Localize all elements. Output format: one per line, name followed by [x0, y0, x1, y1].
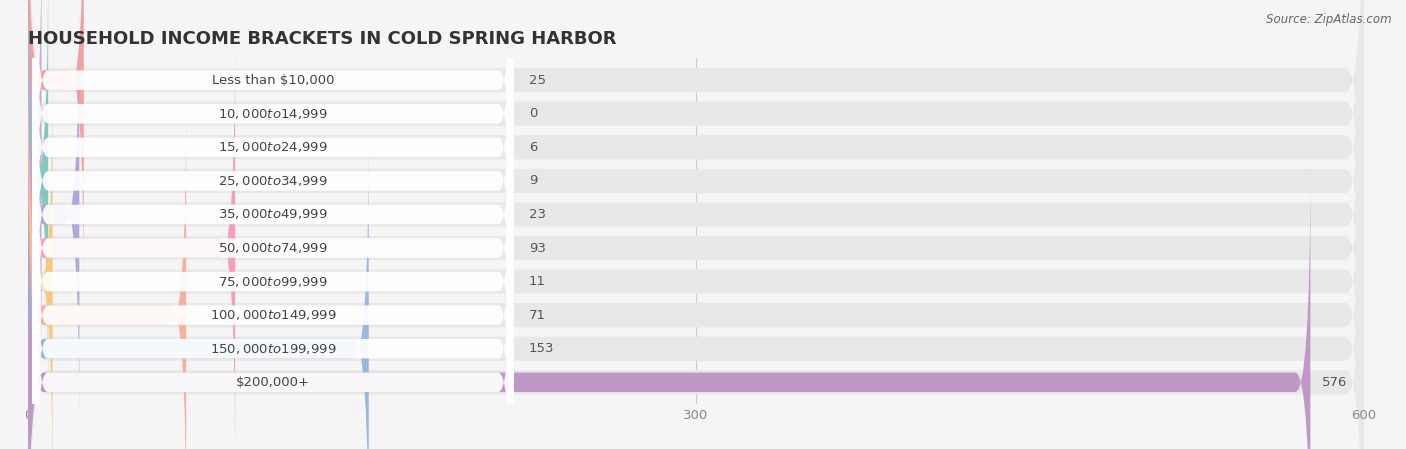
FancyBboxPatch shape: [28, 0, 1364, 449]
Text: $150,000 to $199,999: $150,000 to $199,999: [209, 342, 336, 356]
FancyBboxPatch shape: [32, 130, 513, 449]
Text: $200,000+: $200,000+: [236, 376, 309, 389]
Text: $50,000 to $74,999: $50,000 to $74,999: [218, 241, 328, 255]
Text: $25,000 to $34,999: $25,000 to $34,999: [218, 174, 328, 188]
Text: 6: 6: [529, 141, 537, 154]
Text: Less than $10,000: Less than $10,000: [212, 74, 335, 87]
Text: $75,000 to $99,999: $75,000 to $99,999: [218, 275, 328, 289]
Text: $10,000 to $14,999: $10,000 to $14,999: [218, 107, 328, 121]
FancyBboxPatch shape: [32, 0, 513, 332]
FancyBboxPatch shape: [28, 0, 84, 299]
FancyBboxPatch shape: [32, 0, 513, 299]
FancyBboxPatch shape: [28, 63, 52, 449]
Text: 576: 576: [1322, 376, 1347, 389]
FancyBboxPatch shape: [28, 0, 1364, 370]
Text: $15,000 to $24,999: $15,000 to $24,999: [218, 141, 328, 154]
Text: 153: 153: [529, 342, 554, 355]
FancyBboxPatch shape: [28, 0, 1364, 404]
Text: 11: 11: [529, 275, 546, 288]
Text: HOUSEHOLD INCOME BRACKETS IN COLD SPRING HARBOR: HOUSEHOLD INCOME BRACKETS IN COLD SPRING…: [28, 31, 617, 48]
FancyBboxPatch shape: [28, 30, 235, 449]
FancyBboxPatch shape: [32, 30, 513, 449]
FancyBboxPatch shape: [32, 0, 513, 366]
Text: 9: 9: [529, 174, 537, 187]
FancyBboxPatch shape: [32, 0, 513, 400]
FancyBboxPatch shape: [27, 0, 44, 366]
FancyBboxPatch shape: [28, 92, 1364, 449]
FancyBboxPatch shape: [32, 0, 513, 433]
Text: $100,000 to $149,999: $100,000 to $149,999: [209, 308, 336, 322]
Text: 0: 0: [529, 107, 537, 120]
FancyBboxPatch shape: [28, 0, 1364, 437]
Text: 23: 23: [529, 208, 546, 221]
FancyBboxPatch shape: [28, 0, 1364, 449]
FancyBboxPatch shape: [28, 126, 1364, 449]
FancyBboxPatch shape: [28, 0, 1364, 337]
FancyBboxPatch shape: [28, 25, 1364, 449]
FancyBboxPatch shape: [28, 0, 79, 433]
Text: 71: 71: [529, 308, 546, 321]
FancyBboxPatch shape: [28, 97, 186, 449]
Text: $35,000 to $49,999: $35,000 to $49,999: [218, 207, 328, 221]
FancyBboxPatch shape: [28, 0, 48, 400]
FancyBboxPatch shape: [28, 164, 1310, 449]
FancyBboxPatch shape: [32, 164, 513, 449]
Text: 93: 93: [529, 242, 546, 255]
FancyBboxPatch shape: [32, 63, 513, 449]
Text: Source: ZipAtlas.com: Source: ZipAtlas.com: [1267, 13, 1392, 26]
FancyBboxPatch shape: [28, 59, 1364, 449]
FancyBboxPatch shape: [28, 130, 368, 449]
FancyBboxPatch shape: [32, 97, 513, 449]
Text: 25: 25: [529, 74, 546, 87]
